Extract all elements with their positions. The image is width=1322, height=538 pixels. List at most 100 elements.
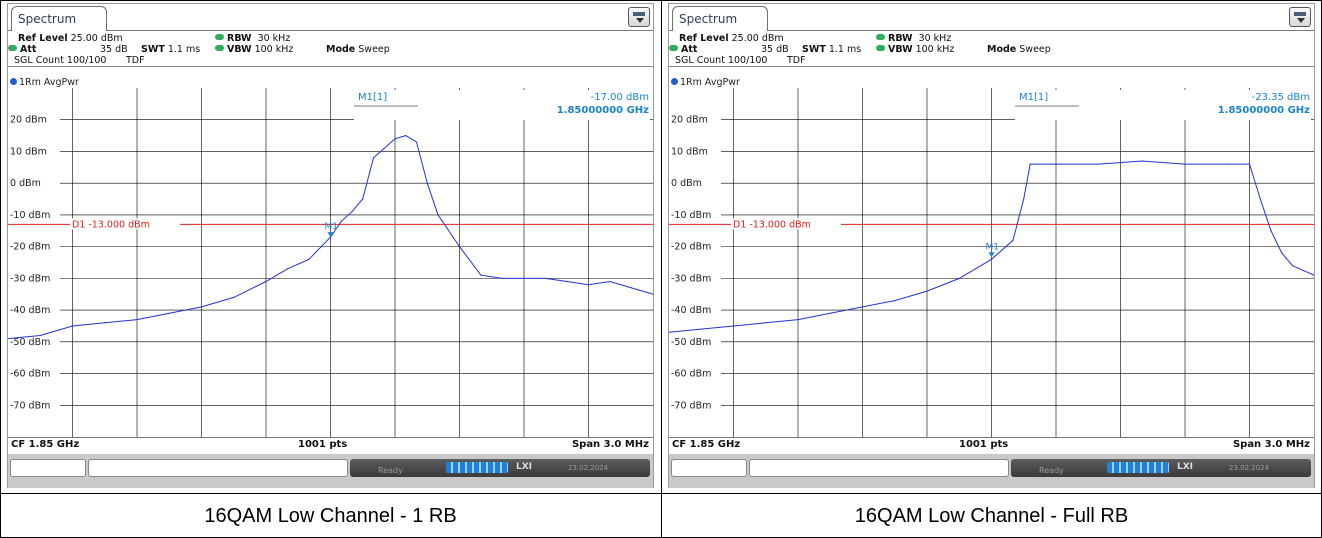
tdf-label: TDF	[787, 55, 806, 66]
sgl-count: SGL Count 100/100	[14, 55, 107, 66]
rbw-readout: RBW 30 kHz	[876, 33, 951, 44]
lxi-icon: LXI	[1177, 462, 1194, 472]
sweep-progress-bar	[1107, 462, 1169, 473]
status-date: 23.02.2024	[1229, 464, 1270, 472]
trace-point	[926, 290, 928, 292]
y-tick-label: -70 dBm	[10, 400, 50, 411]
trace-point	[829, 312, 831, 314]
status-bar: Ready LXI 23.02.2024	[669, 454, 1314, 488]
trace-point	[1023, 198, 1025, 200]
marker-m1-tag: M1	[986, 242, 1000, 252]
spectrum-screen-1rb: Spectrum Ref Level 25.00 dBm RBW 30 kHz …	[7, 3, 654, 488]
frequency-span: Span 3.0 MHz	[571, 439, 649, 450]
y-tick-label: -60 dBm	[10, 369, 50, 380]
trace-point	[168, 312, 170, 314]
tab-spectrum[interactable]: Spectrum	[672, 6, 768, 31]
trace-point	[362, 198, 364, 200]
y-tick-label: -20 dBm	[671, 242, 711, 253]
swt-readout: SWT 1.1 ms	[802, 44, 862, 55]
y-tick-label: 20 dBm	[671, 115, 708, 126]
trace-point	[200, 306, 203, 308]
rbw-coupled-icon	[215, 34, 224, 40]
trace-point	[1248, 163, 1251, 165]
status-field-2[interactable]	[749, 459, 1009, 477]
rbw-coupled-icon	[876, 34, 885, 40]
status-field-1[interactable]	[671, 459, 747, 477]
y-tick-label: -10 dBm	[671, 210, 711, 221]
y-tick-label: -40 dBm	[671, 305, 711, 316]
status-ready: Ready	[1039, 466, 1064, 475]
trace-point	[1313, 274, 1314, 276]
tdf-label: TDF	[126, 55, 145, 66]
y-tick-label: -30 dBm	[10, 273, 50, 284]
status-ready: Ready	[378, 466, 403, 475]
trace-point	[587, 284, 590, 286]
trace-point	[71, 325, 74, 327]
caption-divider	[0, 493, 1322, 494]
trace-color-icon	[671, 78, 678, 85]
marker-m1-icon	[327, 232, 334, 238]
footer-separator	[8, 437, 653, 438]
status-field-1[interactable]	[10, 459, 86, 477]
rbw-readout: RBW 30 kHz	[215, 33, 290, 44]
trace-point	[1281, 252, 1283, 254]
marker-readout-name: M1[1]	[358, 92, 387, 103]
vbw-coupled-icon	[876, 45, 885, 51]
display-line-label: D1 -13.000 dBm	[733, 219, 811, 230]
y-tick-label: 0 dBm	[10, 178, 41, 189]
trace-point	[732, 325, 735, 327]
tab-strip-line	[669, 30, 1314, 31]
trace-point	[958, 277, 960, 279]
mode-readout: Mode Sweep	[326, 44, 390, 55]
frequency-span: Span 3.0 MHz	[1232, 439, 1310, 450]
trace-point	[136, 319, 138, 321]
vbw-readout: VBW 100 kHz	[876, 44, 954, 55]
att-value: 35 dB	[761, 44, 789, 55]
trace-point	[1270, 230, 1272, 232]
trace-point	[372, 157, 375, 159]
trace-point	[8, 338, 9, 340]
lxi-icon: LXI	[516, 462, 533, 472]
y-tick-label: 10 dBm	[671, 146, 708, 157]
window-menu-icon[interactable]	[1289, 7, 1311, 27]
trace-point	[501, 277, 504, 279]
ref-level-readout: Ref Level 25.00 dBm	[18, 33, 123, 44]
center-frequency: CF 1.85 GHz	[672, 439, 741, 450]
marker-readout-bg	[354, 90, 650, 120]
status-bar: Ready LXI 23.02.2024	[8, 454, 653, 488]
info-separator	[8, 66, 653, 67]
tab-strip-line	[8, 30, 653, 31]
marker-readout-name: M1[1]	[1019, 92, 1048, 103]
trace-point	[426, 182, 428, 184]
att-readout: Att	[8, 44, 36, 55]
vbw-coupled-icon	[215, 45, 224, 51]
caption-1rb: 16QAM Low Channel - 1 RB	[204, 504, 457, 527]
trace-point	[351, 211, 353, 213]
marker-readout-bg	[1015, 90, 1311, 120]
y-tick-label: -60 dBm	[671, 369, 711, 380]
y-tick-label: 10 dBm	[10, 146, 47, 157]
window-menu-icon[interactable]	[628, 7, 650, 27]
sgl-count: SGL Count 100/100	[675, 55, 768, 66]
trace-point	[652, 293, 653, 295]
trace-point	[1098, 163, 1100, 165]
trace-point	[765, 322, 767, 324]
marker-m1-tag: M1	[325, 222, 339, 232]
trace-point	[104, 322, 106, 324]
tab-gap	[673, 30, 767, 31]
tab-gap	[12, 30, 106, 31]
trace-point	[340, 220, 342, 222]
trace-point	[861, 306, 864, 308]
status-field-2[interactable]	[88, 459, 348, 477]
trace-point	[990, 258, 993, 260]
caption-full-rb: 16QAM Low Channel - Full RB	[854, 504, 1129, 527]
marker-readout-frequency: 1.85000000 GHz	[1218, 105, 1310, 116]
trace-point	[437, 214, 439, 216]
tab-spectrum[interactable]: Spectrum	[11, 6, 107, 31]
y-tick-label: -30 dBm	[671, 273, 711, 284]
trace-color-icon	[10, 78, 17, 85]
vbw-readout: VBW 100 kHz	[215, 44, 293, 55]
y-tick-label: -20 dBm	[10, 242, 50, 253]
y-tick-label: -70 dBm	[671, 400, 711, 411]
trace-point	[630, 287, 633, 289]
